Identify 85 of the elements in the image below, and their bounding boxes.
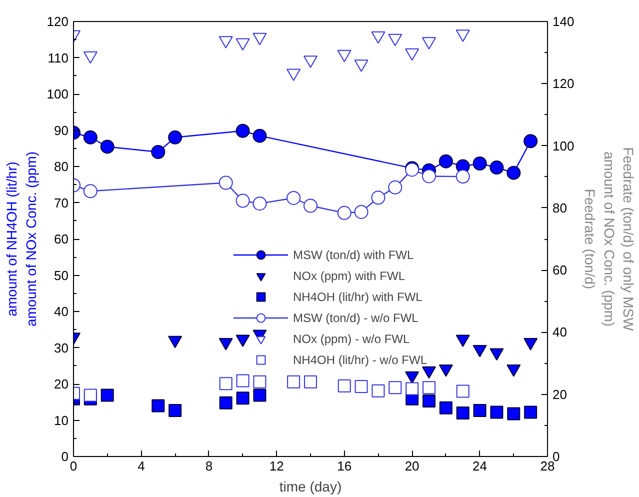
y2-tick-label: 0 — [552, 449, 560, 464]
point — [151, 145, 166, 159]
point — [252, 128, 267, 143]
point — [524, 134, 538, 148]
point — [100, 388, 114, 402]
x-tick-label: 4 — [138, 458, 145, 474]
point — [405, 48, 420, 61]
y2-tick-label: 100 — [552, 138, 574, 154]
point — [304, 56, 318, 68]
x-axis-title: time (day) — [279, 478, 342, 494]
y2-tick-label: 20 — [552, 386, 567, 402]
point — [422, 37, 436, 50]
point — [507, 407, 520, 420]
point — [253, 388, 266, 402]
y-tick-label: 50 — [54, 268, 69, 283]
point — [286, 68, 301, 81]
point — [456, 30, 470, 42]
point — [83, 51, 98, 64]
point — [354, 60, 368, 72]
point — [100, 140, 114, 154]
point — [236, 392, 250, 405]
y-tick-label: 80 — [54, 159, 69, 174]
point — [456, 406, 470, 420]
point — [83, 130, 98, 144]
y-tick-label: 30 — [54, 340, 69, 356]
y2-tick-label: 120 — [552, 76, 574, 92]
point — [506, 166, 521, 180]
point — [472, 344, 487, 358]
legend-label: NH4OH (lit/hr) - w/o FWL — [293, 352, 428, 368]
y2-tick-label: 40 — [552, 324, 567, 340]
x-tick-label: 20 — [404, 458, 420, 474]
y-tick-label: 0 — [61, 449, 69, 464]
point — [152, 399, 165, 412]
y2-tick-label: 80 — [552, 200, 567, 216]
x-tick-label: 12 — [269, 458, 284, 474]
y-tick-label: 110 — [48, 50, 69, 66]
y-tick-label: 40 — [54, 304, 69, 319]
x-tick-label: 16 — [337, 458, 352, 474]
point — [456, 334, 470, 348]
y2-tick-label: 140 — [552, 14, 574, 29]
y-tick-label: 120 — [46, 14, 69, 29]
point — [337, 50, 352, 62]
point — [218, 36, 233, 48]
legend-label: NH4OH (lit/hr) with FWL — [293, 288, 422, 304]
point — [218, 338, 233, 350]
point — [371, 31, 386, 44]
point — [219, 396, 232, 410]
point — [236, 334, 250, 348]
point — [524, 338, 538, 350]
y2-tick-label: 60 — [552, 262, 567, 278]
point — [168, 130, 182, 144]
point — [168, 404, 182, 417]
x-tick-label: 8 — [205, 458, 213, 474]
point — [422, 366, 436, 379]
point — [490, 348, 504, 360]
point — [406, 382, 419, 396]
point — [388, 34, 402, 46]
point — [422, 394, 436, 408]
point — [490, 160, 504, 175]
point — [439, 401, 452, 414]
y-tick-label: 10 — [54, 412, 69, 428]
y-axis-title: amount of NOx Conc. (ppm) amount of NH4OH (lit/hr) — [4, 151, 39, 327]
point — [252, 32, 267, 46]
y2-axis-title: Feedrate (ton/d) amount of NOx Conc. (ppm) Feedrate (ton/d) of only MSW — [582, 147, 636, 332]
y-tick-label: 70 — [54, 195, 69, 210]
point — [405, 371, 420, 384]
point — [490, 406, 504, 419]
point — [236, 38, 250, 51]
y-tick-label: 20 — [54, 376, 69, 392]
point — [84, 388, 97, 402]
legend-label: MSW (ton/d) with FWL — [293, 246, 414, 262]
y-tick-label: 90 — [54, 122, 69, 138]
x-tick-label: 24 — [472, 458, 488, 474]
legend-label: MSW (ton/d) - w/o FWL — [293, 310, 418, 326]
point — [472, 156, 487, 170]
point — [438, 154, 453, 168]
y-tick-label: 60 — [54, 232, 69, 246]
legend-label: NOx (ppm) - w/o FWL — [293, 330, 410, 346]
point — [473, 404, 486, 417]
point — [524, 406, 538, 419]
point — [422, 169, 436, 184]
y-tick-label: 100 — [46, 86, 69, 102]
point — [168, 336, 182, 348]
legend-label: NOx (ppm) with FWL — [293, 268, 406, 284]
point — [236, 124, 250, 138]
